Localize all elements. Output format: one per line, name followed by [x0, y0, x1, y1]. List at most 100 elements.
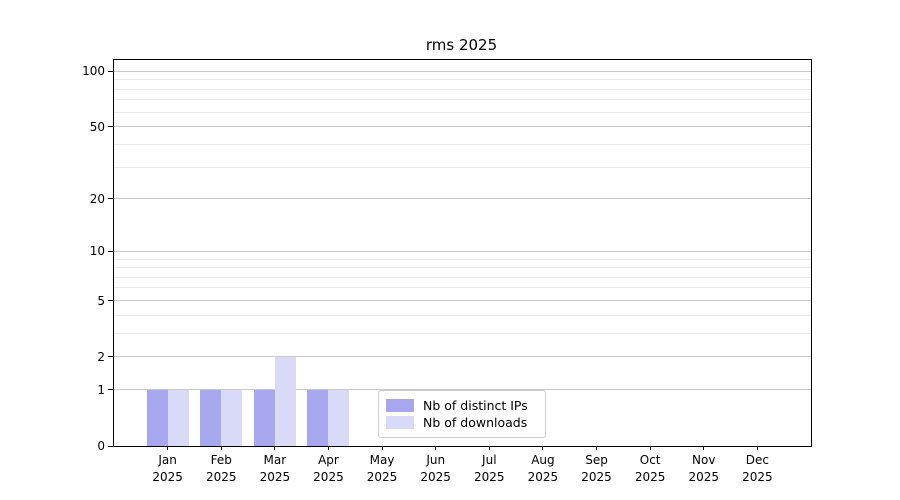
chart-title: rms 2025 — [425, 36, 498, 54]
x-tick-year: 2025 — [205, 470, 237, 484]
y-gridline-minor — [114, 332, 811, 334]
y-gridline-minor — [114, 88, 811, 90]
y-gridline-major — [114, 250, 811, 252]
y-tick-mark — [108, 126, 113, 128]
x-tick-year: 2025 — [313, 470, 344, 484]
x-tick-mark — [596, 446, 598, 450]
x-tick-label: Jul 2025 — [461, 452, 517, 486]
y-gridline-major — [114, 356, 811, 358]
y-gridline-major — [114, 70, 811, 72]
legend-label: Nb of downloads — [423, 415, 528, 430]
y-gridline-minor — [114, 79, 811, 81]
grid-layer — [114, 60, 811, 446]
x-tick-year: 2025 — [152, 470, 183, 484]
y-tick-mark — [108, 300, 113, 301]
legend-item: Nb of downloads — [386, 414, 537, 431]
x-tick-mark — [274, 446, 276, 450]
y-tick-label: 20 — [89, 191, 105, 206]
y-tick-label: 10 — [89, 244, 105, 259]
x-tick-label: Apr 2025 — [300, 452, 356, 486]
legend-item: Nb of distinct IPs — [386, 397, 537, 414]
y-tick-label: 2 — [97, 349, 105, 364]
y-gridline-minor — [114, 267, 811, 269]
x-tick-year: 2025 — [420, 470, 451, 484]
bars-layer — [114, 60, 811, 446]
x-tick-label: Dec 2025 — [729, 452, 785, 486]
bar — [274, 356, 296, 446]
bar — [200, 389, 222, 446]
legend-swatch — [386, 399, 414, 412]
x-tick-label: Aug 2025 — [515, 452, 571, 486]
x-tick-mark — [488, 446, 490, 450]
x-tick-label: Oct 2025 — [622, 452, 678, 486]
y-gridline-major — [114, 126, 811, 128]
bar — [146, 389, 168, 446]
y-tick-label: 0 — [97, 439, 105, 453]
y-gridline-minor — [114, 258, 811, 260]
legend-label: Nb of distinct IPs — [423, 398, 528, 413]
y-tick-mark — [108, 70, 113, 72]
y-tick-label: 100 — [82, 64, 105, 79]
x-tick-month: Jan — [158, 453, 177, 467]
y-tick-mark — [108, 356, 113, 358]
legend: Nb of distinct IPs Nb of downloads — [378, 390, 546, 438]
y-gridline-minor — [114, 276, 811, 278]
bar — [328, 389, 350, 446]
y-gridline-minor — [114, 143, 811, 145]
y-gridline-minor — [114, 166, 811, 168]
x-tick-year: 2025 — [634, 470, 666, 484]
x-tick-mark — [167, 446, 169, 450]
x-tick-year: 2025 — [474, 470, 505, 484]
y-gridline-major — [114, 300, 811, 301]
axes-layer: 0 1 2 5 10 20 50 100 Jan 2025 Feb 2025 Mar 2025 Apr 202… — [82, 60, 811, 484]
x-tick-month: Mar — [263, 453, 287, 467]
plot-area: 0 1 2 5 10 20 50 100 Jan 2025 Feb 2025 Mar 2025 Apr 202… — [82, 59, 812, 484]
y-gridline-major — [114, 389, 811, 391]
y-tick-label: 50 — [89, 119, 105, 134]
x-tick-mark — [381, 446, 383, 450]
bar — [307, 389, 329, 446]
x-tick-year: 2025 — [527, 470, 559, 484]
y-gridline-minor — [114, 111, 811, 113]
y-gridline-minor — [114, 287, 811, 289]
x-tick-year: 2025 — [259, 470, 291, 484]
y-tick-mark — [108, 445, 113, 447]
x-tick-year: 2025 — [581, 470, 612, 484]
x-tick-mark — [542, 446, 544, 450]
bar — [167, 389, 189, 446]
x-tick-month: Sep — [585, 453, 608, 467]
x-tick-month: May — [369, 453, 395, 467]
y-tick-label: 5 — [97, 293, 105, 308]
y-gridline-minor — [114, 99, 811, 101]
x-tick-mark — [703, 446, 705, 450]
x-tick-month: Jun — [426, 453, 446, 467]
x-tick-month: Apr — [318, 453, 339, 467]
x-tick-month: Nov — [692, 453, 716, 467]
legend-swatch — [386, 416, 414, 429]
x-tick-month: Oct — [639, 453, 661, 467]
x-tick-label: Mar 2025 — [247, 452, 303, 486]
x-tick-mark — [649, 446, 651, 450]
bar — [253, 389, 275, 446]
x-tick-mark — [327, 446, 329, 450]
x-tick-month: Dec — [745, 453, 769, 467]
x-tick-label: Sep 2025 — [569, 452, 625, 486]
x-tick-mark — [756, 446, 758, 450]
x-tick-label: Jan 2025 — [140, 452, 196, 486]
y-tick-label: 1 — [97, 382, 105, 397]
x-tick-label: Jun 2025 — [408, 452, 464, 486]
x-tick-label: May 2025 — [354, 452, 410, 486]
x-tick-mark — [220, 446, 222, 450]
x-tick-month: Feb — [210, 453, 232, 467]
x-tick-month: Aug — [531, 453, 555, 467]
y-gridline-major — [114, 198, 811, 200]
y-tick-mark — [108, 198, 113, 200]
y-gridline-minor — [114, 314, 811, 316]
x-tick-label: Feb 2025 — [193, 452, 249, 486]
x-tick-mark — [435, 446, 437, 450]
x-tick-year: 2025 — [688, 470, 720, 484]
x-tick-year: 2025 — [366, 470, 398, 484]
x-tick-year: 2025 — [742, 470, 773, 484]
bar — [221, 389, 243, 446]
